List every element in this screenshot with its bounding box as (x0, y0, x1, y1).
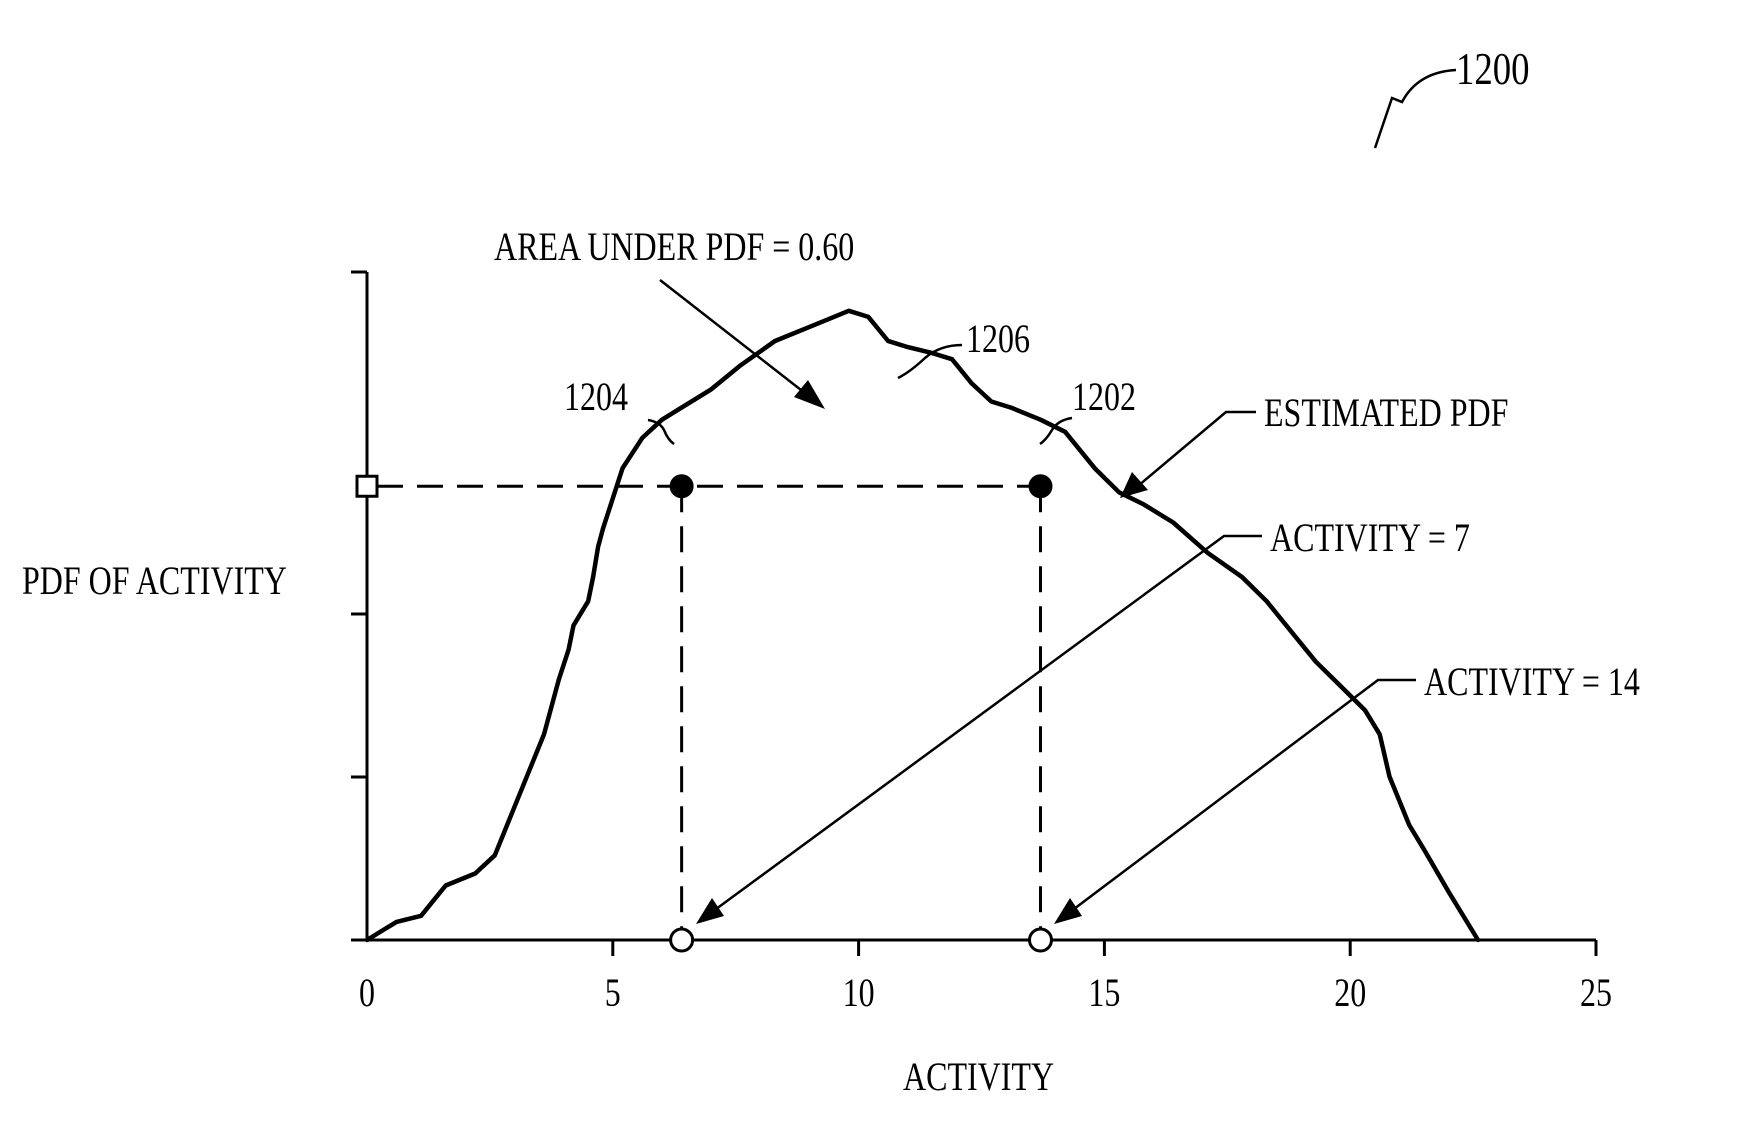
area-annotation-arrow-line (660, 280, 810, 397)
ref-1206-label: 1206 (966, 317, 1030, 361)
x-tick-label: 20 (1334, 971, 1366, 1015)
x-tick-label: 25 (1580, 971, 1612, 1015)
activity-7-arrowhead (696, 898, 724, 924)
marked-point-1202 (1028, 474, 1052, 498)
figure-number-leader (1375, 70, 1456, 148)
activity-14-label: ACTIVITY = 14 (1424, 660, 1640, 704)
ref-1202-label: 1202 (1072, 375, 1136, 419)
activity-7-label: ACTIVITY = 7 (1270, 516, 1470, 560)
x-ticks: 0 5 10 15 20 25 (359, 940, 1612, 1015)
vertical-dashed-lines (682, 486, 1041, 940)
marked-point-1204 (670, 474, 694, 498)
x-tick-label: 0 (359, 971, 375, 1015)
x-tick-label: 5 (605, 971, 621, 1015)
x-axis-open-marker (671, 929, 693, 951)
estimated-pdf-label: ESTIMATED PDF (1264, 391, 1508, 435)
area-annotation-arrowhead (794, 380, 825, 409)
x-tick-label: 15 (1088, 971, 1120, 1015)
ref-1204-label: 1204 (564, 375, 628, 419)
x-axis-label: ACTIVITY (903, 1055, 1054, 1099)
x-tick-label: 10 (843, 971, 875, 1015)
y-axis-label: PDF OF ACTIVITY (22, 559, 287, 603)
y-threshold-square-marker (357, 476, 377, 496)
activity-14-arrow-line (1070, 680, 1416, 912)
estimated-pdf-arrow-line (1138, 412, 1256, 486)
figure-number: 1200 (1456, 44, 1530, 95)
activity-14-arrowhead (1054, 898, 1082, 924)
area-annotation-label: AREA UNDER PDF = 0.60 (494, 225, 854, 269)
activity-7-arrow-line (712, 536, 1262, 912)
x-axis-open-marker (1029, 929, 1051, 951)
plot-axes: 0 5 10 15 20 25 (351, 272, 1612, 1015)
estimated-pdf-arrowhead (1120, 472, 1148, 498)
